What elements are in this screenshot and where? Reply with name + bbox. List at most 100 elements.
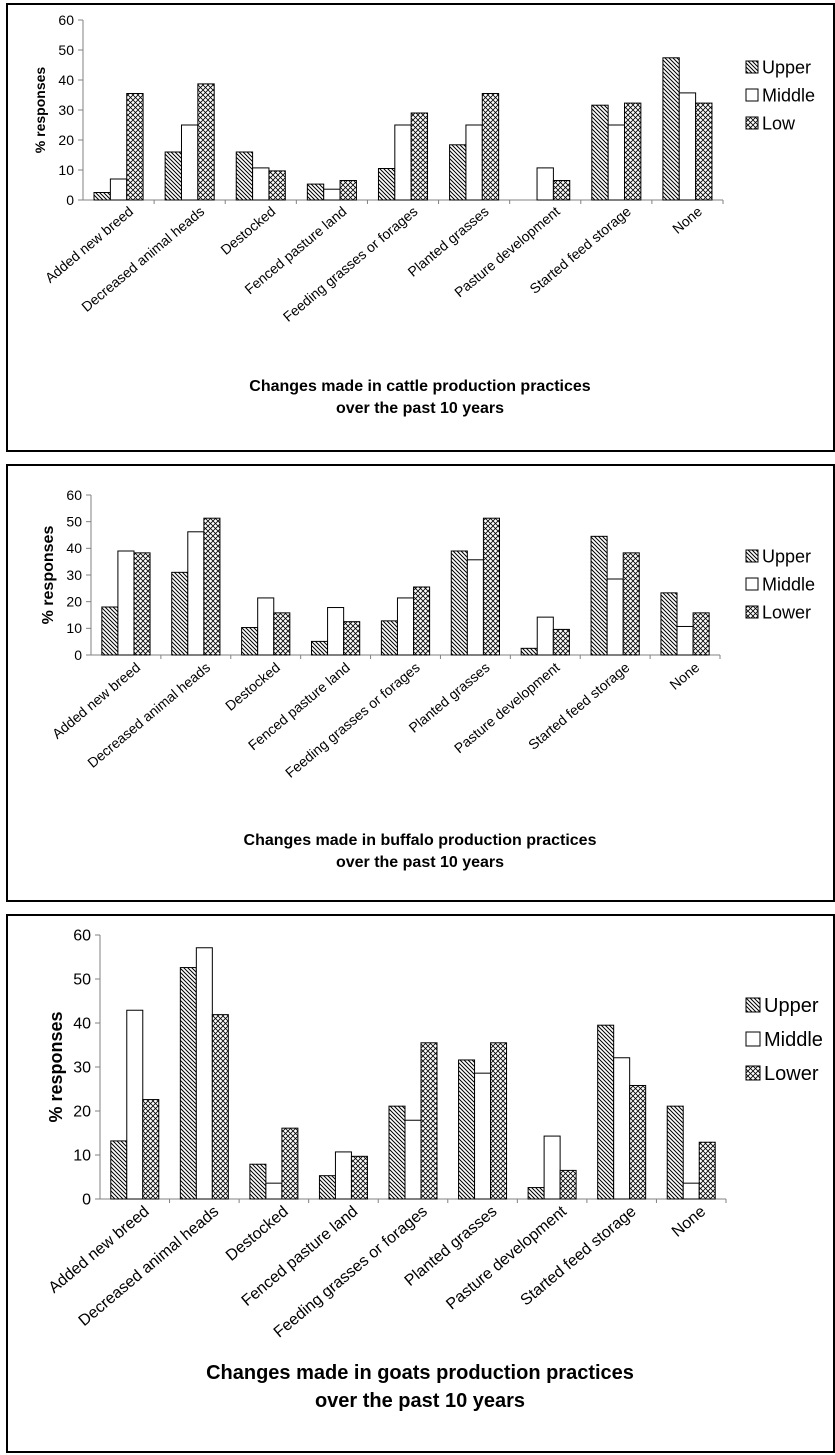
bar-lower-planted-grasses: [490, 1042, 508, 1200]
bar-middle-fenced-pasture-land: [323, 188, 341, 201]
bar-upper-pasture-development: [527, 1187, 545, 1200]
bar-upper-added-new-breed: [101, 606, 119, 656]
chart-title-line-2: over the past 10 years: [336, 854, 504, 871]
bar-lower-feeding-grasses-or-forages: [420, 1042, 438, 1200]
y-tick-label: 20: [66, 594, 82, 610]
cattle-chart-panel: 0 10 20 30 40 50 60% responses Added new breed D…: [6, 3, 835, 452]
bar-middle-added-new-breed: [117, 550, 135, 656]
bar-middle-started-feed-storage: [613, 1057, 631, 1200]
y-tick-label: 30: [58, 102, 74, 118]
bar-upper-feeding-grasses-or-forages: [380, 620, 398, 656]
bar-lower-pasture-development: [559, 1169, 577, 1200]
bar-lower-planted-grasses: [482, 517, 501, 656]
bar-upper-fenced-pasture-land: [310, 640, 329, 656]
y-tick-label: 10: [66, 620, 82, 636]
x-tick-label-none: None: [669, 203, 705, 237]
bar-low-added-new-breed: [126, 93, 144, 201]
y-axis-label: % responses: [40, 526, 57, 625]
bar-middle-pasture-development: [543, 1135, 561, 1200]
bar-upper-planted-grasses: [450, 550, 468, 656]
y-tick-label: 40: [73, 1016, 91, 1033]
chart-title-line-1: Changes made in buffalo production pract…: [244, 832, 597, 849]
y-axis-label: % responses: [32, 67, 48, 154]
bar-lower-feeding-grasses-or-forages: [413, 586, 431, 656]
legend-label-middle: Middle: [764, 1029, 823, 1051]
bar-lower-none: [698, 1141, 716, 1200]
y-tick-label: 50: [58, 42, 74, 58]
bar-lower-destocked: [273, 612, 291, 656]
bar-middle-decreased-animal-heads: [180, 124, 199, 201]
x-tick-label-decreased-animal-heads: Decreased animal heads: [84, 659, 213, 771]
y-tick-label: 60: [73, 928, 91, 945]
legend-swatch-middle: [745, 88, 759, 102]
legend-label-upper: Upper: [762, 57, 811, 77]
buffalo-chart-panel: 0 10 20 30 40 50 60% responses Added new breed D…: [6, 464, 835, 902]
y-tick-label: 10: [58, 162, 74, 178]
bar-upper-none: [662, 57, 680, 201]
legend-label-middle: Middle: [762, 85, 815, 105]
bar-upper-decreased-animal-heads: [171, 571, 189, 656]
bar-lower-decreased-animal-heads: [203, 517, 221, 656]
x-tick-label-none: None: [669, 1203, 709, 1241]
legend-label-middle: Middle: [762, 574, 815, 594]
bar-middle-started-feed-storage: [606, 578, 624, 656]
bar-upper-destocked: [235, 151, 254, 201]
bar-upper-added-new-breed: [110, 1140, 128, 1200]
y-tick-label: 20: [73, 1104, 91, 1121]
bar-middle-none: [682, 1182, 700, 1200]
bar-upper-planted-grasses: [449, 144, 467, 201]
bar-middle-planted-grasses: [466, 559, 484, 656]
bar-upper-destocked: [241, 627, 259, 656]
x-tick-label-feeding-grasses-or-forages: Feeding grasses or forages: [282, 659, 423, 781]
legend-swatch-upper: [745, 549, 759, 563]
bar-upper-feeding-grasses-or-forages: [377, 168, 396, 201]
y-tick-label: 60: [66, 487, 82, 503]
bar-upper-fenced-pasture-land: [318, 1175, 336, 1200]
bar-lower-decreased-animal-heads: [211, 1014, 229, 1200]
chart-title-line-2: over the past 10 years: [315, 1390, 525, 1412]
legend-swatch-upper: [745, 997, 761, 1013]
bar-upper-planted-grasses: [458, 1059, 476, 1200]
legend-swatch-low: [745, 116, 759, 130]
x-tick-label-destocked: Destocked: [223, 1203, 292, 1265]
bar-low-started-feed-storage: [624, 102, 642, 201]
y-tick-label: 40: [58, 72, 74, 88]
bar-upper-started-feed-storage: [597, 1024, 615, 1200]
goats-chart-panel: 0 10 20 30 40 50 60% responses Added new breed D…: [6, 914, 835, 1453]
y-tick-label: 50: [73, 972, 91, 989]
bar-middle-none: [678, 92, 697, 201]
y-tick-label: 0: [82, 1192, 91, 1209]
bar-middle-none: [676, 625, 694, 656]
bar-low-destocked: [268, 170, 286, 201]
y-tick-label: 30: [66, 567, 82, 583]
bar-upper-fenced-pasture-land: [306, 183, 325, 201]
bar-low-pasture-development: [552, 180, 571, 201]
bar-upper-none: [666, 1105, 684, 1200]
bar-upper-feeding-grasses-or-forages: [388, 1105, 406, 1200]
bar-middle-decreased-animal-heads: [187, 531, 205, 656]
y-tick-label: 30: [73, 1060, 91, 1077]
bar-low-feeding-grasses-or-forages: [410, 112, 429, 201]
legend-swatch-middle: [745, 1031, 761, 1047]
legend-swatch-lower: [745, 1065, 761, 1081]
chart-title-line-1: Changes made in cattle production practi…: [249, 378, 591, 395]
bar-lower-fenced-pasture-land: [343, 621, 361, 656]
legend-swatch-upper: [745, 60, 759, 74]
bar-middle-pasture-development: [536, 616, 554, 656]
bar-lower-none: [692, 612, 710, 656]
bar-low-none: [695, 102, 713, 201]
bar-lower-fenced-pasture-land: [350, 1155, 368, 1200]
legend-label-lower: Lower: [762, 602, 811, 622]
legend-swatch-lower: [745, 605, 759, 619]
legend-label-lower: Lower: [764, 1063, 819, 1085]
bar-middle-destocked: [257, 597, 275, 656]
bar-lower-added-new-breed: [142, 1099, 160, 1200]
bar-lower-started-feed-storage: [622, 552, 640, 656]
bar-middle-feeding-grasses-or-forages: [404, 1119, 422, 1200]
bar-middle-feeding-grasses-or-forages: [396, 597, 415, 656]
y-tick-label: 0: [66, 192, 74, 208]
bar-upper-none: [660, 592, 678, 656]
